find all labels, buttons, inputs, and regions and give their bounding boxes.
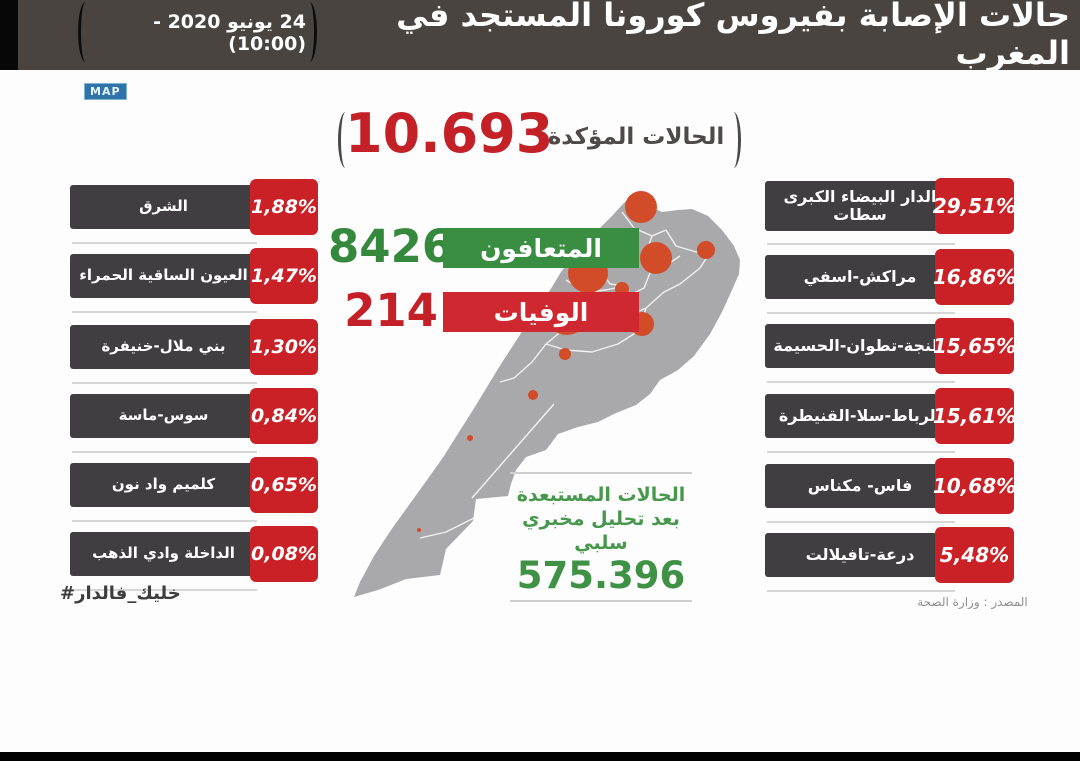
confirmed-right-bracket	[726, 112, 741, 168]
region-percent-badge: 10,68%	[932, 458, 1017, 514]
region-percent: 15,65%	[932, 334, 1017, 358]
region-name: الدار البيضاء الكبرى سطات	[783, 186, 937, 224]
region-name: درعة-تافيلالت	[805, 544, 915, 564]
region-percent: 29,51%	[932, 194, 1017, 218]
case-bubble	[417, 528, 421, 532]
region-name: طنجة-تطوان-الحسيمة	[773, 335, 947, 355]
region-percent-badge: 15,61%	[932, 388, 1017, 444]
row-divider	[72, 589, 257, 591]
region-percent: 16,86%	[932, 265, 1017, 289]
region-name: العيون الساقية الحمراء	[79, 266, 248, 285]
deaths-banner: الوفيات	[443, 292, 639, 332]
region-name: بني ملال-خنيفرة	[101, 337, 226, 356]
header-left-black-strip	[0, 0, 18, 70]
excluded-label-line1: الحالات المستبعدة	[516, 484, 686, 506]
map-agency-logo: MAP	[84, 83, 127, 100]
region-percent: 1,47%	[251, 265, 317, 287]
region-percent: 0,84%	[251, 405, 317, 427]
region-name: الرباط-سلا-القنيطرة	[778, 405, 942, 425]
row-divider	[767, 312, 955, 314]
region-name-bar: طنجة-تطوان-الحسيمة	[765, 324, 955, 368]
region-percent: 0,08%	[251, 543, 317, 565]
excluded-label-line2: بعد تحليل مخبري سلبي	[522, 508, 680, 554]
region-percent-badge: 1,47%	[250, 248, 318, 304]
source-label: المصدر : وزارة الصحة	[917, 595, 1028, 609]
region-name-bar: مراكش-اسفي	[765, 255, 955, 299]
region-name: مراكش-اسفي	[803, 266, 917, 286]
region-percent-badge: 1,30%	[250, 319, 318, 375]
region-name-bar: كلميم واد نون	[70, 463, 257, 507]
excluded-cases-block: الحالات المستبعدة بعد تحليل مخبري سلبي 5…	[510, 472, 692, 602]
row-divider	[767, 243, 955, 245]
row-divider	[767, 521, 955, 523]
region-name: الداخلة وادي الذهب	[92, 544, 235, 563]
region-percent-badge: 0,08%	[250, 526, 318, 582]
row-divider	[767, 451, 955, 453]
region-percent-badge: 0,65%	[250, 457, 318, 513]
case-bubble	[467, 435, 473, 441]
region-name-bar: بني ملال-خنيفرة	[70, 325, 257, 369]
case-bubble	[625, 191, 657, 223]
region-name-bar: درعة-تافيلالت	[765, 533, 955, 577]
case-bubble	[697, 241, 715, 259]
region-name: فاس- مكناس	[807, 475, 913, 495]
deaths-value: 214	[344, 284, 438, 337]
region-percent: 15,61%	[932, 404, 1017, 428]
region-percent-badge: 16,86%	[932, 249, 1017, 305]
region-name-bar: سوس-ماسة	[70, 394, 257, 438]
excluded-value: 575.396	[516, 554, 686, 597]
region-name: كلميم واد نون	[111, 475, 216, 494]
region-name: سوس-ماسة	[118, 406, 209, 425]
region-percent: 5,48%	[939, 543, 1010, 567]
case-bubble	[640, 242, 672, 274]
date-box-right-arc	[302, 2, 317, 62]
confirmed-label: الحالات المؤكدة	[547, 124, 725, 150]
confirmed-value: 10.693	[345, 102, 554, 165]
region-percent: 1,88%	[251, 196, 317, 218]
region-percent-badge: 1,88%	[250, 179, 318, 235]
region-name: الشرق	[139, 197, 188, 216]
region-percent: 0,65%	[251, 474, 317, 496]
region-name-bar: الدار البيضاء الكبرى سطات	[765, 181, 955, 231]
date-box-left-arc	[78, 2, 93, 62]
row-divider	[72, 311, 257, 313]
page-title: حالات الإصابة بفيروس كورونا المستجد في ا…	[396, 0, 1070, 72]
bottom-black-bar	[0, 752, 1080, 761]
region-name-bar: فاس- مكناس	[765, 464, 955, 508]
region-percent-badge: 29,51%	[932, 178, 1017, 234]
row-divider	[767, 381, 955, 383]
region-name-bar: الرباط-سلا-القنيطرة	[765, 394, 955, 438]
recovered-banner: المتعافون	[443, 228, 639, 268]
row-divider	[72, 242, 257, 244]
region-percent: 10,68%	[932, 474, 1017, 498]
region-name-bar: العيون الساقية الحمراء	[70, 254, 257, 298]
region-percent: 1,30%	[251, 336, 317, 358]
recovered-value: 8426	[328, 220, 454, 273]
region-percent-badge: 0,84%	[250, 388, 318, 444]
region-percent-badge: 5,48%	[935, 527, 1014, 583]
region-name-bar: الداخلة وادي الذهب	[70, 532, 257, 576]
row-divider	[72, 382, 257, 384]
confirmed-left-bracket	[338, 112, 353, 168]
header-bar: 24 يونيو 2020 - (10:00) حالات الإصابة بف…	[0, 0, 1080, 72]
region-name-bar: الشرق	[70, 185, 257, 229]
date-label: 24 يونيو 2020 - (10:00)	[153, 11, 306, 55]
stay-home-hashtag: #خليك_فالدار	[60, 583, 181, 604]
case-bubble	[528, 390, 538, 400]
row-divider	[767, 590, 955, 592]
case-bubble	[559, 348, 571, 360]
row-divider	[72, 451, 257, 453]
region-percent-badge: 15,65%	[932, 318, 1017, 374]
row-divider	[72, 520, 257, 522]
